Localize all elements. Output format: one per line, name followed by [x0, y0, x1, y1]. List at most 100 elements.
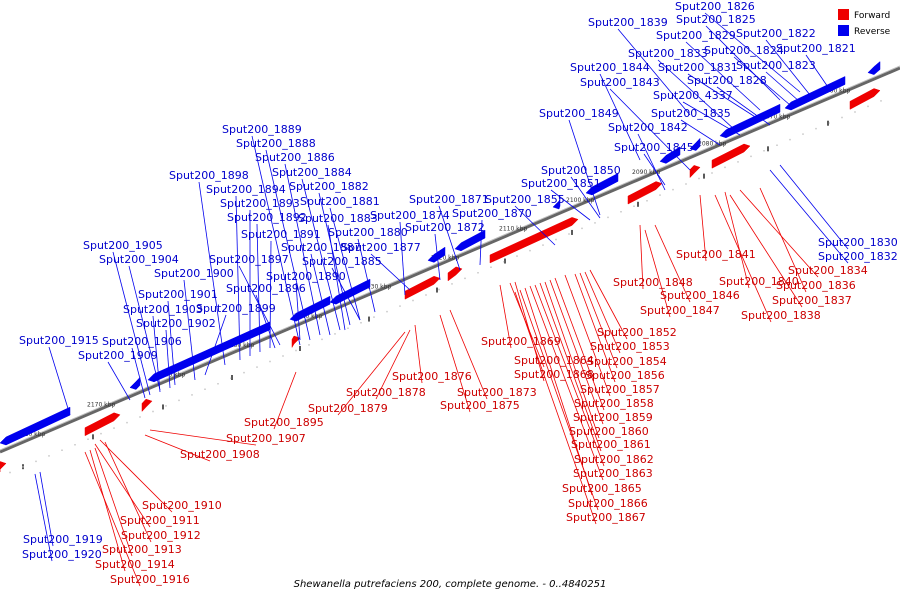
gene-label: Sput200_1888 [236, 137, 316, 150]
leader-line [765, 71, 801, 103]
gene-label: Sput200_1844 [570, 61, 650, 74]
leader-line [704, 12, 801, 93]
leader-line [568, 119, 601, 216]
gene-label: Sput200_1823 [736, 59, 816, 72]
leader-line [284, 163, 321, 336]
gene-label: Sput200_1874 [370, 209, 450, 222]
leader-lines [34, 12, 849, 587]
gene-label: Sput200_1858 [574, 397, 654, 410]
leader-line [519, 289, 599, 511]
leader-line [370, 253, 411, 291]
gene-label: Sput200_1867 [566, 511, 646, 524]
leader-line [570, 176, 601, 219]
gene-label: Sput200_1879 [308, 402, 388, 415]
leader-line [643, 153, 666, 186]
leader-line [167, 300, 176, 386]
leader-line [107, 361, 131, 401]
legend-forward-label: Forward [854, 11, 890, 21]
gene-label: Sput200_1878 [346, 386, 426, 399]
leader-line [609, 88, 691, 171]
gene-arrow [689, 137, 701, 151]
leader-line [687, 73, 761, 121]
legend: Forward Reverse [838, 9, 891, 37]
leader-line [104, 441, 152, 543]
forward-strand-genes [0, 88, 881, 472]
gene-label: Sput200_1884 [272, 166, 352, 179]
gene-label: Sput200_1849 [539, 107, 619, 120]
tick-label: 2080 kbp [698, 141, 726, 148]
leader-line [617, 28, 691, 116]
gene-arrow [454, 229, 486, 252]
leader-line [499, 284, 512, 349]
gene-arrow [0, 461, 7, 472]
gene-arrow [849, 88, 881, 110]
gene-arrow [689, 165, 701, 179]
leader-line [152, 315, 161, 393]
gene-label: Sput200_1882 [289, 180, 369, 193]
gene-arrow [291, 335, 301, 349]
leader-line [318, 192, 351, 326]
leader-line [327, 224, 346, 331]
gene-label: Sput200_1895 [244, 416, 324, 429]
leader-line [89, 449, 126, 572]
leader-line [724, 191, 750, 289]
gene-label: Sput200_1906 [102, 335, 182, 348]
leader-line [251, 135, 301, 346]
leader-line [554, 277, 605, 411]
gene-label: Sput200_1919 [23, 533, 103, 546]
gene-label: Sput200_1899 [196, 302, 276, 315]
gene-label: Sput200_1862 [574, 453, 654, 466]
gene-label: Sput200_1832 [818, 250, 898, 263]
tick-label: 2130 kbp [363, 284, 391, 291]
leader-line [514, 281, 545, 382]
leader-line [48, 346, 71, 416]
leader-line [310, 253, 331, 336]
gene-label: Sput200_1914 [95, 558, 175, 571]
gene-label: Sput200_1912 [121, 529, 201, 542]
gene-label: Sput200_1855 [485, 193, 565, 206]
gene-label: Sput200_1871 [409, 193, 489, 206]
gene-arrow [289, 295, 331, 322]
gene-arrow [489, 217, 579, 264]
leader-line [273, 371, 297, 430]
leader-line [769, 169, 849, 264]
leader-line [550, 189, 591, 221]
gene-label: Sput200_1907 [226, 432, 306, 445]
leader-line [357, 238, 376, 313]
gene-arrow [719, 103, 781, 139]
gene-label: Sput200_1911 [120, 514, 200, 527]
gene-label: Sput200_1840 [719, 275, 799, 288]
gene-label: Sput200_1846 [660, 289, 740, 302]
gene-label: Sput200_1830 [818, 236, 898, 249]
gene-arrow [711, 143, 751, 169]
gene-label: Sput200_1875 [440, 399, 520, 412]
leader-line [685, 41, 761, 111]
leader-line [34, 473, 53, 562]
leader-line [414, 324, 423, 384]
gene-label: Sput200_1825 [676, 13, 756, 26]
leader-line [438, 205, 461, 271]
leader-line [534, 284, 605, 467]
leader-line [94, 443, 151, 528]
tick-label: 2150 kbp [226, 342, 254, 349]
leader-line [144, 434, 211, 462]
gene-label: Sput200_1909 [78, 349, 158, 362]
leader-line [375, 329, 411, 400]
leader-line [549, 279, 604, 425]
leader-line [131, 347, 146, 399]
gene-arrow [659, 146, 681, 164]
leader-line [589, 269, 628, 340]
leader-line [295, 282, 301, 341]
leader-line [183, 279, 196, 381]
gene-label: Sput200_1845 [614, 141, 694, 154]
legend-reverse-swatch [838, 25, 849, 36]
leader-line [434, 233, 441, 281]
gene-label: Sput200_1866 [568, 497, 648, 510]
gene-arrow [627, 181, 663, 205]
leader-line [198, 181, 226, 366]
gene-label: Sput200_1873 [457, 386, 537, 399]
gene-label: Sput200_1894 [206, 183, 286, 196]
gene-label: Sput200_1910 [142, 499, 222, 512]
gene-label: Sput200_1915 [19, 334, 99, 347]
